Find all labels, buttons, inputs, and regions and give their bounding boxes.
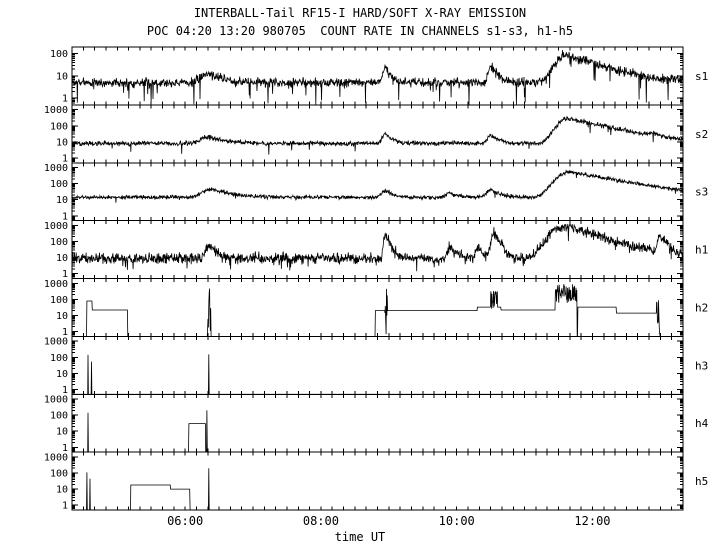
series-s2 — [71, 115, 684, 155]
y-tick-label: 10 — [56, 71, 68, 82]
panel-border-h5 — [71, 451, 684, 511]
x-tick-label: 10:00 — [439, 514, 475, 528]
chart-title: INTERBALL-Tail RF15-I HARD/SOFT X-RAY EM… — [193, 6, 527, 20]
y-tick-label: 1 — [62, 501, 68, 512]
series-s3 — [71, 169, 684, 203]
y-tick-label: 100 — [50, 353, 68, 364]
y-tick-label: 1 — [62, 443, 68, 454]
panel-label-s2: s2 — [695, 128, 708, 141]
panel-label-h3: h3 — [695, 359, 708, 372]
panel-label-h4: h4 — [695, 417, 709, 430]
y-tick-label: 100 — [50, 469, 68, 480]
y-tick-label: 100 — [50, 237, 68, 248]
y-tick-label: 100 — [50, 411, 68, 422]
panel-border-h3 — [71, 335, 684, 395]
y-tick-label: 1 — [62, 385, 68, 396]
y-tick-label: 10 — [56, 195, 68, 206]
panel-label-s1: s1 — [695, 70, 708, 83]
y-tick-label: 1000 — [44, 452, 68, 463]
panel-label-h5: h5 — [695, 475, 708, 488]
panel-label-h1: h1 — [695, 244, 708, 257]
y-tick-label: 10 — [56, 137, 68, 148]
panel-label-s3: s3 — [695, 186, 708, 199]
y-tick-label: 100 — [50, 295, 68, 306]
series-h4 — [72, 410, 683, 453]
series-h2 — [72, 284, 683, 337]
y-tick-label: 1 — [62, 327, 68, 338]
panel-border-s1 — [71, 46, 684, 106]
x-tick-label: 06:00 — [167, 514, 203, 528]
chart-subtitle: POC 04:20 13:20 980705 COUNT RATE IN CHA… — [146, 24, 574, 38]
panel-border-h1 — [71, 220, 684, 279]
panel-border-s2 — [71, 104, 684, 164]
y-tick-label: 1000 — [44, 337, 68, 348]
x-axis-title: time UT — [334, 530, 386, 544]
y-tick-label: 10 — [56, 311, 68, 322]
y-tick-label: 100 — [50, 49, 68, 60]
y-tick-label: 100 — [50, 121, 68, 132]
y-tick-label: 1 — [62, 269, 68, 280]
y-tick-label: 10 — [56, 427, 68, 438]
series-h5 — [72, 468, 683, 511]
y-tick-label: 1000 — [44, 221, 68, 232]
x-tick-label: 08:00 — [303, 514, 339, 528]
y-tick-label: 1000 — [44, 279, 68, 290]
panel-label-h2: h2 — [695, 301, 708, 314]
y-tick-label: 1 — [62, 153, 68, 164]
y-tick-label: 10 — [56, 253, 68, 264]
y-tick-label: 1000 — [44, 163, 68, 174]
panel-border-s3 — [71, 162, 684, 222]
panel-border-h4 — [71, 393, 684, 453]
x-tick-label: 12:00 — [574, 514, 610, 528]
series-s1 — [71, 49, 684, 105]
series-h3 — [72, 354, 683, 395]
y-tick-label: 1000 — [44, 395, 68, 406]
y-tick-label: 10 — [56, 369, 68, 380]
y-tick-label: 100 — [50, 179, 68, 190]
y-tick-label: 1 — [62, 94, 68, 105]
series-h1 — [71, 223, 684, 272]
y-tick-label: 1000 — [44, 105, 68, 116]
y-tick-label: 10 — [56, 485, 68, 496]
y-tick-label: 1 — [62, 211, 68, 222]
